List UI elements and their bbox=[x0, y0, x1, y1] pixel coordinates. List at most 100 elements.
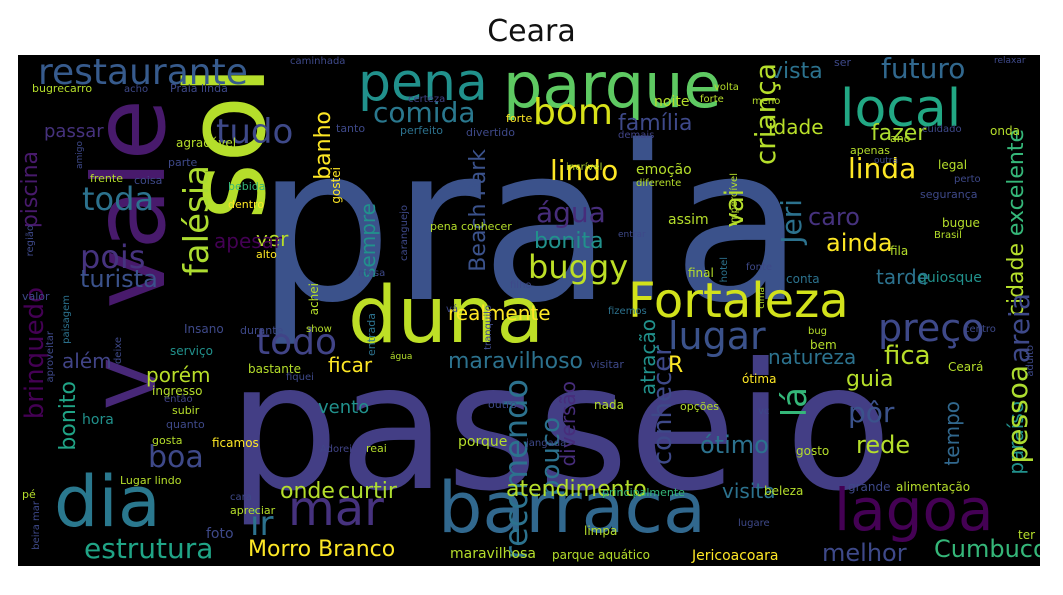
cloud-word: então bbox=[164, 394, 193, 405]
cloud-word: volta bbox=[714, 82, 739, 93]
cloud-word: alto bbox=[256, 248, 277, 261]
cloud-word: gosta bbox=[152, 434, 183, 447]
cloud-word: coisa bbox=[134, 174, 163, 187]
cloud-word: aproveitar bbox=[45, 331, 56, 383]
cloud-word: ano bbox=[890, 132, 911, 145]
cloud-word: visitar bbox=[590, 358, 624, 371]
cloud-word: outra bbox=[874, 156, 898, 166]
cloud-word: visita bbox=[722, 479, 776, 503]
cloud-word: boa bbox=[148, 440, 204, 475]
cloud-word: porém bbox=[146, 363, 211, 387]
cloud-word: Insano bbox=[184, 322, 224, 336]
cloud-word: fonte bbox=[746, 262, 773, 273]
cloud-word: lugare bbox=[738, 518, 770, 529]
cloud-word: curtir bbox=[338, 479, 397, 504]
cloud-word: mesa bbox=[358, 268, 386, 279]
cloud-word: reai bbox=[366, 442, 387, 455]
cloud-word: ótima bbox=[742, 372, 777, 386]
cloud-word: vá bbox=[446, 304, 459, 315]
cloud-word: apreciar bbox=[230, 504, 276, 517]
cloud-word: praia bbox=[256, 99, 805, 350]
cloud-word: parque aquático bbox=[552, 548, 651, 562]
cloud-word: melhor bbox=[822, 539, 907, 566]
cloud-word: demais bbox=[618, 130, 655, 141]
cloud-word: fizemos bbox=[608, 306, 647, 317]
cloud-word: todo bbox=[256, 322, 338, 363]
cloud-word: frente bbox=[90, 172, 123, 185]
cloud-word: opções bbox=[680, 400, 719, 413]
cloud-word: emoção bbox=[636, 162, 692, 178]
cloud-word: porque bbox=[458, 434, 508, 450]
cloud-word: linda bbox=[848, 152, 917, 185]
cloud-word: adulto bbox=[1025, 345, 1036, 377]
cloud-word: sempre bbox=[356, 203, 380, 278]
cloud-word: pôr bbox=[848, 396, 895, 429]
cloud-word: quiosque bbox=[918, 270, 982, 286]
cloud-word: ótimo bbox=[700, 431, 769, 459]
cloud-word: vc bbox=[758, 406, 770, 417]
cloud-word: grande bbox=[848, 480, 891, 494]
cloud-word: família bbox=[618, 111, 693, 136]
cloud-word: região bbox=[25, 225, 36, 257]
cloud-word: buggy bbox=[528, 248, 629, 286]
cloud-word: conta bbox=[786, 272, 820, 286]
cloud-word: valor bbox=[22, 290, 50, 303]
cloud-word: pena bbox=[358, 55, 488, 113]
cloud-word: cuidado bbox=[922, 124, 962, 135]
cloud-word: incrível bbox=[566, 162, 603, 173]
cloud-word: relaxar bbox=[994, 56, 1026, 66]
cloud-word: hotel bbox=[719, 257, 730, 283]
cloud-word: pena conhecer bbox=[430, 220, 512, 233]
cloud-word: tempo bbox=[940, 401, 964, 466]
cloud-word: onde bbox=[280, 479, 335, 504]
cloud-word: criança bbox=[749, 63, 782, 166]
cloud-word: pé bbox=[22, 488, 36, 501]
cloud-word: meno bbox=[752, 96, 781, 107]
cloud-word: show bbox=[306, 324, 332, 335]
cloud-word: beira mar bbox=[31, 501, 42, 550]
cloud-word: entrar bbox=[618, 230, 646, 240]
cloud-word: fica bbox=[884, 341, 931, 371]
cloud-word: lindo bbox=[550, 154, 619, 187]
cloud-word: mar bbox=[288, 481, 384, 537]
cloud-word: amigo bbox=[75, 141, 85, 170]
cloud-word: diversão bbox=[556, 381, 580, 467]
cloud-word: onda bbox=[990, 124, 1020, 138]
cloud-word: caminhada bbox=[290, 56, 346, 67]
cloud-word: fiquei bbox=[286, 372, 314, 383]
cloud-word: bem bbox=[810, 338, 837, 352]
cloud-word: centro bbox=[964, 324, 996, 335]
cloud-word: tanto bbox=[336, 122, 366, 135]
cloud-word: jangada bbox=[526, 438, 567, 449]
cloud-word: guia bbox=[846, 367, 894, 392]
cloud-word: entrada bbox=[365, 313, 378, 357]
cloud-word: local bbox=[840, 79, 962, 139]
cloud-word: ficar bbox=[328, 353, 373, 377]
cloud-word: bastante bbox=[248, 362, 301, 376]
cloud-word: Fortaleza bbox=[628, 273, 849, 329]
cloud-word: toda bbox=[82, 180, 155, 218]
cloud-word: filho bbox=[510, 280, 532, 291]
cloud-word: paisagem bbox=[61, 295, 72, 344]
cloud-word: durante bbox=[240, 324, 284, 337]
cloud-word: bebida bbox=[228, 180, 266, 193]
cloud-word: serviço bbox=[170, 344, 213, 358]
cloud-word: ter bbox=[1018, 528, 1036, 542]
cloud-word: quanto bbox=[166, 418, 205, 431]
cloud-word: achei bbox=[307, 283, 321, 316]
cloud-word: Brasil bbox=[934, 230, 962, 241]
cloud-word: maravilhosa bbox=[450, 546, 536, 562]
cloud-word: diferente bbox=[636, 178, 682, 189]
cloud-word: parque bbox=[503, 55, 722, 122]
cloud-word: água bbox=[536, 196, 606, 229]
cloud-word: imperdível bbox=[729, 173, 740, 226]
cloud-word: ficamos bbox=[212, 436, 259, 450]
cloud-word: deixe bbox=[113, 337, 124, 365]
cloud-word: vista bbox=[770, 59, 823, 84]
cloud-word: lugar bbox=[668, 314, 766, 358]
cloud-word: ingresso bbox=[152, 384, 203, 398]
cloud-word: alimentação bbox=[896, 480, 971, 494]
cloud-word: bonito bbox=[56, 381, 81, 451]
cloud-word: estrutura bbox=[84, 532, 214, 565]
cloud-word: lagoa bbox=[834, 476, 994, 544]
